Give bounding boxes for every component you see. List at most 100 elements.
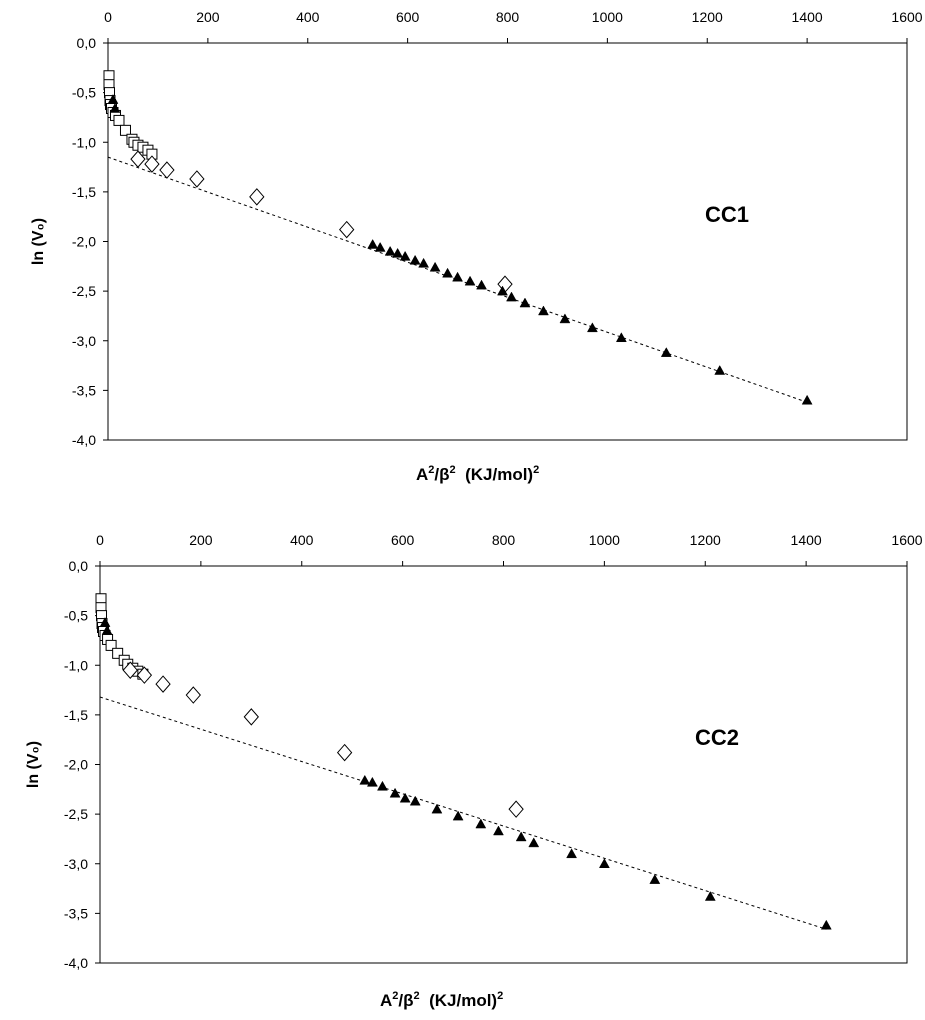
x-tick-label: 1600 bbox=[891, 9, 922, 25]
data-point-triangle bbox=[566, 848, 578, 859]
chart-panel-2: 0 200 400 600 800 1000 1200 1400 1600 0,0 -0,5 -1,0… bbox=[25, 532, 923, 1010]
data-point-triangle bbox=[366, 776, 378, 787]
series-triangle-filled bbox=[99, 617, 832, 930]
x-axis-label: A2/β2 (KJ/mol)2 bbox=[416, 464, 539, 484]
data-point-triangle bbox=[418, 257, 430, 268]
y-tick-label: -1,5 bbox=[64, 707, 88, 723]
y-tick-label: -3,0 bbox=[64, 856, 88, 872]
y-tick-label: -2,5 bbox=[72, 283, 96, 299]
data-point-triangle bbox=[660, 347, 672, 357]
x-tick-label: 400 bbox=[290, 532, 314, 548]
plot-frame bbox=[107, 42, 908, 441]
data-point-triangle bbox=[409, 795, 421, 806]
y-tick-label: -2,5 bbox=[64, 806, 88, 822]
x-tick-label: 0 bbox=[96, 532, 104, 548]
y-tick-label: -1,0 bbox=[72, 134, 96, 150]
y-tick-label: -1,5 bbox=[72, 184, 96, 200]
data-point-triangle bbox=[476, 279, 487, 290]
data-point-diamond bbox=[185, 686, 201, 704]
data-point-triangle bbox=[367, 238, 379, 249]
series-diamond-open bbox=[130, 150, 513, 293]
x-tick-label: 0 bbox=[104, 9, 112, 25]
fit-line bbox=[99, 696, 827, 930]
x-tick-label: 1000 bbox=[592, 9, 623, 25]
data-point-triangle bbox=[109, 102, 121, 113]
y-tick-label: -3,5 bbox=[64, 905, 88, 921]
data-point-triangle bbox=[442, 267, 453, 278]
series-square-open bbox=[95, 593, 149, 680]
data-point-triangle bbox=[389, 787, 401, 798]
y-axis-label: ln (V₀) bbox=[30, 218, 47, 265]
data-point-triangle bbox=[384, 245, 396, 256]
x-tick-label: 200 bbox=[189, 532, 213, 548]
data-point-triangle bbox=[528, 837, 540, 848]
y-tick-label: -4,0 bbox=[64, 955, 88, 971]
data-point-diamond bbox=[339, 220, 355, 239]
data-point-triangle bbox=[801, 394, 813, 405]
x-tick-label: 600 bbox=[396, 9, 420, 25]
data-point-triangle bbox=[538, 305, 549, 316]
data-point-triangle bbox=[820, 919, 832, 930]
data-point-triangle bbox=[475, 818, 487, 829]
data-point-triangle bbox=[493, 825, 504, 836]
panel-label: CC2 bbox=[695, 725, 739, 750]
data-point-diamond bbox=[243, 708, 259, 726]
data-point-diamond bbox=[189, 170, 205, 188]
x-tick-label: 1600 bbox=[891, 532, 922, 548]
y-tick-label: 0,0 bbox=[69, 558, 89, 574]
data-point-diamond bbox=[159, 161, 175, 179]
y-tick-label: -0,5 bbox=[72, 85, 96, 101]
panel-label: CC1 bbox=[705, 202, 749, 227]
data-point-triangle bbox=[598, 858, 610, 868]
x-tick-label: 1400 bbox=[791, 532, 822, 548]
data-point-diamond bbox=[122, 661, 138, 679]
y-tick-label: -0,5 bbox=[64, 608, 88, 624]
x-tick-label: 1200 bbox=[690, 532, 721, 548]
data-point-triangle bbox=[464, 275, 476, 286]
data-point-diamond bbox=[336, 743, 353, 762]
data-point-square bbox=[112, 647, 124, 659]
y-tick-label: -1,0 bbox=[64, 657, 88, 673]
data-point-triangle bbox=[99, 617, 111, 627]
data-point-triangle bbox=[615, 332, 627, 343]
data-point-triangle bbox=[714, 365, 726, 375]
series-triangle-filled bbox=[107, 94, 813, 405]
x-tick-label: 800 bbox=[492, 532, 516, 548]
data-point-triangle bbox=[107, 94, 119, 104]
y-tick-label: -4,0 bbox=[72, 432, 96, 448]
series-diamond-open bbox=[122, 661, 524, 818]
data-point-diamond bbox=[155, 675, 171, 693]
data-point-triangle bbox=[586, 322, 598, 333]
y-tick-label: -3,5 bbox=[72, 382, 96, 398]
data-point-square bbox=[119, 124, 131, 136]
x-tick-label: 1400 bbox=[792, 9, 823, 25]
data-point-square bbox=[105, 639, 117, 651]
data-point-triangle bbox=[101, 624, 113, 635]
chart-panel-1: 0 200 400 600 800 1000 1200 1400 1600 0,0 -0,5 -1,0… bbox=[30, 9, 923, 484]
y-tick-label: -2,0 bbox=[64, 757, 88, 773]
y-tick-label: -3,0 bbox=[72, 333, 96, 349]
data-point-diamond bbox=[144, 155, 160, 173]
data-point-triangle bbox=[506, 291, 517, 302]
data-point-diamond bbox=[249, 188, 265, 206]
data-point-triangle bbox=[515, 831, 527, 842]
data-point-triangle bbox=[399, 792, 411, 803]
data-point-triangle bbox=[431, 803, 443, 814]
plot-frame bbox=[99, 565, 908, 964]
data-point-diamond bbox=[136, 666, 153, 684]
data-point-triangle bbox=[359, 774, 371, 785]
data-point-triangle bbox=[392, 247, 404, 258]
y-tick-label: -2,0 bbox=[72, 234, 96, 250]
data-point-triangle bbox=[452, 271, 463, 282]
data-point-triangle bbox=[452, 810, 464, 821]
x-tick-label: 1000 bbox=[589, 532, 620, 548]
data-point-triangle bbox=[519, 297, 531, 308]
x-tick-label: 600 bbox=[391, 532, 415, 548]
data-point-triangle bbox=[497, 285, 508, 296]
data-point-triangle bbox=[409, 254, 421, 265]
data-point-diamond bbox=[130, 150, 146, 168]
data-point-triangle bbox=[377, 780, 388, 791]
data-point-triangle bbox=[559, 313, 571, 324]
data-point-diamond bbox=[508, 800, 524, 818]
